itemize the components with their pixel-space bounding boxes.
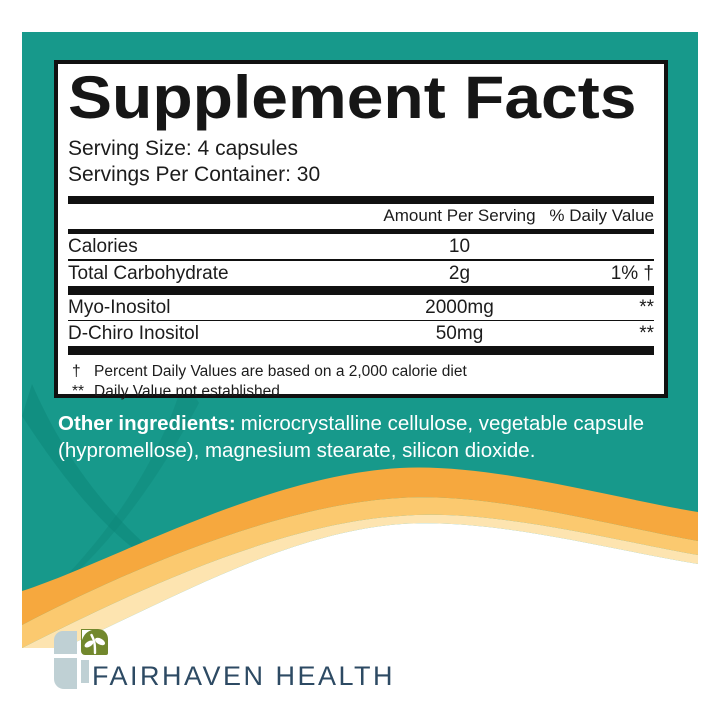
separator bbox=[68, 196, 654, 204]
footnotes: † Percent Daily Values are based on a 2,… bbox=[68, 362, 654, 402]
swoosh-dark-orange-band bbox=[22, 467, 698, 625]
table-row-d-chiro-inositol: D-Chiro Inositol 50mg ** bbox=[68, 321, 654, 346]
nutrient-name: Myo-Inositol bbox=[68, 296, 171, 318]
nutrient-name: D-Chiro Inositol bbox=[68, 323, 199, 344]
brand-name: FAIRHAVEN HEALTH bbox=[92, 661, 396, 691]
nutrient-amount: 10 bbox=[448, 236, 471, 257]
column-header-row: Amount Per Serving % Daily Value bbox=[68, 204, 654, 229]
other-ingredients: Other ingredients: microcrystalline cellu… bbox=[58, 410, 664, 464]
table-row-myo-inositol: Myo-Inositol 2000mg ** bbox=[68, 295, 654, 320]
table-row-total-carbohydrate: Total Carbohydrate 2g 1% † bbox=[68, 261, 654, 286]
panel-title: Supplement Facts bbox=[68, 64, 637, 131]
label-teal-background: Supplement Facts Serving Size: 4 capsule… bbox=[22, 32, 698, 648]
separator bbox=[68, 319, 654, 321]
swoosh-wave bbox=[22, 467, 698, 648]
leaf-watermark bbox=[22, 378, 199, 603]
footnote-symbol: † bbox=[72, 363, 81, 380]
servings-per-container: Servings Per Container: 30 bbox=[68, 163, 321, 186]
column-header-daily-value: % Daily Value bbox=[549, 206, 654, 225]
footnote-symbol: ** bbox=[72, 383, 85, 400]
logo-tile-green bbox=[81, 629, 108, 655]
footnote-not-established: ** Daily Value not established bbox=[68, 382, 654, 402]
nutrient-daily-value: ** bbox=[639, 323, 654, 344]
serving-size: Serving Size: 4 capsules bbox=[68, 137, 298, 160]
table-row-calories: Calories 10 bbox=[68, 234, 654, 259]
separator bbox=[68, 346, 654, 355]
footnote-daily-values: † Percent Daily Values are based on a 2,… bbox=[68, 362, 654, 382]
separator bbox=[68, 285, 654, 295]
other-ingredients-label: Other ingredients: bbox=[58, 412, 236, 435]
nutrient-daily-value: ** bbox=[639, 296, 654, 318]
nutrient-name: Total Carbohydrate bbox=[68, 262, 229, 284]
separator bbox=[68, 259, 654, 261]
nutrient-amount: 2g bbox=[448, 262, 471, 284]
separator bbox=[68, 229, 654, 234]
nutrient-amount: 50mg bbox=[435, 323, 484, 344]
swoosh-white-area bbox=[22, 523, 698, 648]
supplement-facts-panel: Supplement Facts Serving Size: 4 capsule… bbox=[54, 60, 668, 400]
column-header-amount: Amount Per Serving bbox=[383, 206, 536, 225]
fairhaven-health-logo: FAIRHAVEN HEALTH bbox=[54, 628, 394, 698]
swoosh-light-orange-band bbox=[22, 497, 698, 648]
footnote-text: Percent Daily Values are based on a 2,00… bbox=[94, 363, 467, 380]
logo-tile-gray-bottom bbox=[54, 658, 77, 689]
sprout-icon bbox=[82, 630, 106, 655]
nutrient-amount: 2000mg bbox=[425, 296, 494, 318]
nutrient-daily-value: 1% † bbox=[610, 262, 654, 284]
nutrient-name: Calories bbox=[68, 236, 138, 257]
footnote-text: Daily Value not established bbox=[94, 383, 280, 400]
logo-tile-gray-top bbox=[54, 631, 77, 654]
other-ingredients-text: microcrystalline cellulose, vegetable ca… bbox=[58, 412, 645, 462]
logo-tile-gray-sliver bbox=[81, 660, 89, 683]
